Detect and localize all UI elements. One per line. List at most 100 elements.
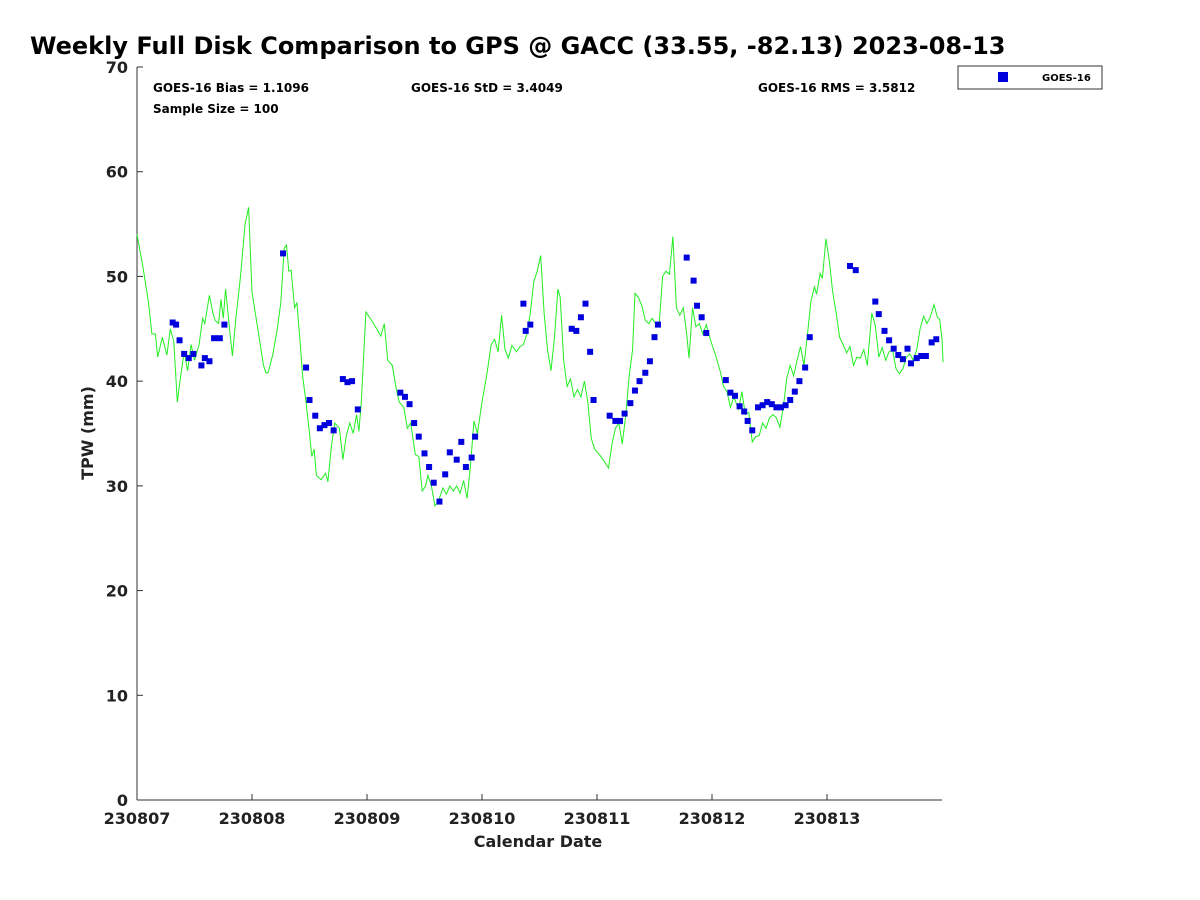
goes16-point [899,356,906,363]
goes16-point [577,314,584,321]
std-stat: GOES-16 StD = 3.4049 [411,81,563,95]
plot-area: 0 10 20 30 40 50 60 70 230807 230808 230809 230810… [104,58,944,828]
goes16-point [732,392,738,399]
goes16-point [206,358,213,365]
goes16-point [928,339,935,346]
goes16-point [904,345,911,352]
goes16-point [520,300,527,307]
x-tick-label: 230807 [104,809,171,828]
goes16-point [472,433,479,440]
goes16-point [744,417,751,424]
goes16-point [852,267,859,274]
goes16-point [755,404,761,411]
goes16-point [621,410,628,417]
goes16-point [646,358,653,365]
goes16-point [421,450,428,457]
goes16-point [736,403,743,410]
goes16-point [354,406,361,413]
goes16-point [612,417,619,424]
goes16-point [872,298,879,305]
goes16-point [176,337,183,344]
goes16-point [330,427,337,434]
goes16-point [446,449,453,456]
goes16-point [590,396,597,403]
y-tick-label: 40 [106,372,128,391]
goes16-point [806,334,813,341]
goes16-point [890,345,897,352]
goes16-point [462,464,469,471]
goes16-point [683,254,690,261]
y-tick-label: 20 [106,582,128,601]
goes16-point [216,335,223,342]
goes16-point [198,362,205,369]
goes16-point [791,388,798,395]
goes16-point [778,404,784,411]
goes16-point [627,400,634,407]
goes16-point [875,311,882,318]
goes16-point [741,408,748,415]
goes16-point [582,300,589,307]
goes16-point [573,327,580,334]
y-tick-label: 50 [106,267,128,286]
x-ticks: 230807 230808 230809 230810 230811 230812 2308… [104,794,861,828]
sample-size-stat: Sample Size = 100 [153,102,279,116]
goes16-point [918,353,925,360]
goes16-point [406,401,413,408]
x-tick-label: 230812 [679,809,746,828]
goes16-point [796,378,803,385]
goes16-point [344,379,351,386]
goes16-point [922,353,929,360]
y-axis-label: TPW (mm) [78,386,97,480]
y-tick-label: 30 [106,477,128,496]
gps-line-series [136,207,944,507]
goes16-point [306,396,313,403]
goes16-point [397,389,404,396]
goes16-point [881,327,888,334]
goes16-point [181,350,188,357]
x-axis-label: Calendar Date [474,832,603,851]
goes16-point [415,433,422,440]
goes16-point [782,402,789,409]
x-tick-label: 230810 [449,809,516,828]
goes16-point [606,412,613,419]
goes16-point [654,321,661,328]
goes16-point [749,427,756,434]
goes16-point [326,420,333,427]
goes16-point [458,438,465,445]
chart-title: Weekly Full Disk Comparison to GPS @ GAC… [30,32,1006,60]
goes16-point [522,327,529,334]
goes16-point [698,314,705,321]
goes16-point [787,396,794,403]
goes16-point [316,425,323,432]
goes16-point [401,393,408,400]
goes16-point [349,378,356,385]
goes16-point [185,355,192,362]
goes16-point [190,350,197,357]
bias-stat: GOES-16 Bias = 1.1096 [153,81,309,95]
goes16-point [436,498,443,505]
goes16-point [430,479,437,486]
goes16-point [201,355,208,362]
goes16-point [453,456,460,463]
goes16-point [221,321,228,328]
x-tick-label: 230813 [794,809,861,828]
goes16-point [895,351,902,358]
rms-stat: GOES-16 RMS = 3.5812 [758,81,915,95]
goes16-point [211,335,218,342]
goes16-point [727,389,734,396]
goes16-point [847,262,853,269]
goes16-point [426,464,433,471]
goes16-point [768,401,775,408]
goes16-point [651,334,658,341]
goes16-point [636,378,643,385]
y-tick-label: 70 [106,58,128,77]
goes16-point [173,321,180,328]
x-tick-label: 230808 [219,809,286,828]
goes16-point [886,337,893,344]
goes16-point [694,302,701,309]
y-tick-label: 0 [117,791,128,810]
goes16-point [764,399,771,406]
legend-box [957,65,1103,90]
gps-line [136,207,944,507]
goes16-point [568,325,575,332]
